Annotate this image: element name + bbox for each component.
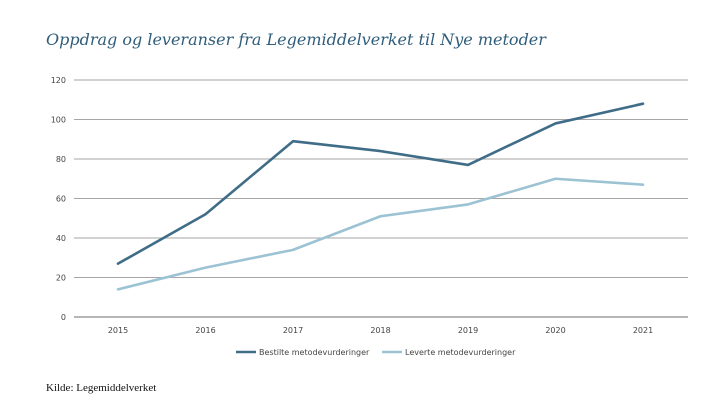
y-axis-ticks: 0 20 40 60 80 100 120 — [51, 76, 66, 322]
y-tick-label: 20 — [56, 274, 66, 283]
chart-title: Oppdrag og leveranser fra Legemiddelverk… — [46, 30, 546, 49]
x-tick-label: 2019 — [458, 326, 478, 335]
x-tick-label: 2020 — [545, 326, 565, 335]
x-axis-ticks: 2015 2016 2017 2018 2019 2020 2021 — [108, 326, 653, 335]
y-tick-label: 120 — [51, 76, 66, 85]
series-line-1 — [116, 102, 645, 265]
legend: Bestilte metodevurderinger Leverte metode… — [236, 348, 516, 357]
source-note: Kilde: Legemiddelverket — [46, 382, 157, 394]
series-line-2 — [116, 177, 645, 291]
x-tick-label: 2017 — [283, 326, 303, 335]
y-tick-label: 100 — [51, 116, 66, 125]
x-tick-label: 2021 — [633, 326, 653, 335]
legend-label: Bestilte metodevurderinger — [259, 348, 370, 357]
gridlines — [74, 79, 688, 318]
legend-label: Leverte metodevurderinger — [405, 348, 516, 357]
y-tick-label: 60 — [56, 195, 66, 204]
y-tick-label: 80 — [56, 155, 66, 164]
x-tick-label: 2018 — [370, 326, 390, 335]
y-tick-label: 0 — [61, 313, 66, 322]
series-lines — [116, 102, 645, 291]
x-tick-label: 2015 — [108, 326, 128, 335]
y-tick-label: 40 — [56, 234, 66, 243]
x-tick-label: 2016 — [195, 326, 215, 335]
